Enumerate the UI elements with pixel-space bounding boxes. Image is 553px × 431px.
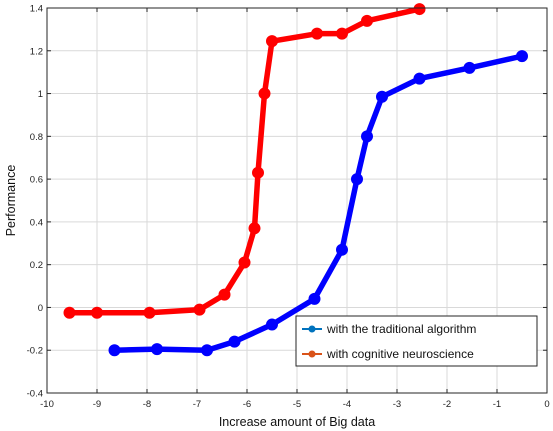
- legend: with the traditional algorithm with cogni…: [295, 315, 538, 367]
- data-point: [63, 306, 76, 319]
- legend-marker: [308, 350, 316, 358]
- plot-frame: [46, 7, 548, 394]
- data-point: [252, 166, 264, 179]
- data-point: [413, 3, 426, 16]
- y-tick-label: 0.6: [30, 175, 43, 186]
- series-layer: [63, 3, 528, 357]
- legend-item: with cognitive neuroscience: [302, 347, 474, 361]
- data-point: [108, 344, 121, 357]
- data-point: [311, 27, 323, 40]
- y-tick-label: 0.4: [30, 217, 43, 228]
- data-point: [266, 318, 278, 331]
- data-point: [336, 27, 348, 40]
- legend-marker: [308, 325, 316, 333]
- y-tick-labels: -0.4 -0.2 0 0.2 0.4 0.6 0.8 1 1.2 1.4: [27, 4, 43, 400]
- data-point: [376, 90, 388, 103]
- x-tick-label: -8: [143, 399, 151, 410]
- y-tick-label: 0.2: [30, 260, 43, 271]
- data-point: [336, 243, 348, 256]
- legend-label: with the traditional algorithm: [326, 322, 476, 336]
- data-point: [266, 35, 278, 48]
- x-tick-label: -5: [293, 399, 301, 410]
- data-point: [361, 14, 373, 27]
- data-point: [258, 87, 271, 100]
- series-1: [108, 50, 528, 357]
- y-tick-label: 1: [38, 89, 43, 100]
- data-point: [463, 61, 476, 74]
- legend-label: with cognitive neuroscience: [326, 347, 474, 361]
- data-point: [238, 256, 251, 269]
- x-tick-label: -2: [443, 399, 451, 410]
- data-point: [413, 72, 426, 85]
- x-tick-label: -4: [343, 399, 351, 410]
- data-point: [143, 306, 156, 319]
- data-point: [91, 306, 103, 319]
- y-tick-label: -0.4: [27, 389, 43, 400]
- x-tick-label: -7: [193, 399, 201, 410]
- x-tick-label: -9: [93, 399, 101, 410]
- data-point: [361, 130, 373, 143]
- legend-item: with the traditional algorithm: [302, 322, 476, 336]
- data-point: [308, 292, 321, 305]
- y-tick-label: -0.2: [27, 346, 43, 357]
- data-point: [201, 344, 213, 357]
- data-point: [351, 173, 363, 186]
- data-point: [193, 303, 206, 316]
- data-point: [218, 288, 231, 301]
- y-axis-title: Performance: [4, 165, 18, 237]
- y-tick-label: 0: [38, 303, 43, 314]
- data-point: [228, 335, 241, 348]
- x-tick-label: -1: [493, 399, 501, 410]
- x-tick-label: -3: [393, 399, 401, 410]
- x-axis-title: Increase amount of Big data: [219, 415, 375, 429]
- x-tick-labels: -10 -9 -8 -7 -6 -5 -4 -3 -2 -1 0: [40, 399, 550, 410]
- data-point: [516, 50, 528, 63]
- y-tick-label: 1.4: [30, 4, 43, 15]
- series-2: [63, 3, 426, 319]
- legend-items: with the traditional algorithm with cogni…: [302, 322, 476, 361]
- y-tick-label: 0.8: [30, 132, 43, 143]
- x-tick-label: -6: [243, 399, 251, 410]
- legend-box: [295, 315, 538, 367]
- data-point: [151, 343, 163, 356]
- x-tick-label: 0: [544, 399, 549, 410]
- y-tick-label: 1.2: [30, 46, 43, 57]
- data-point: [248, 222, 261, 235]
- x-tick-label: -10: [40, 399, 54, 410]
